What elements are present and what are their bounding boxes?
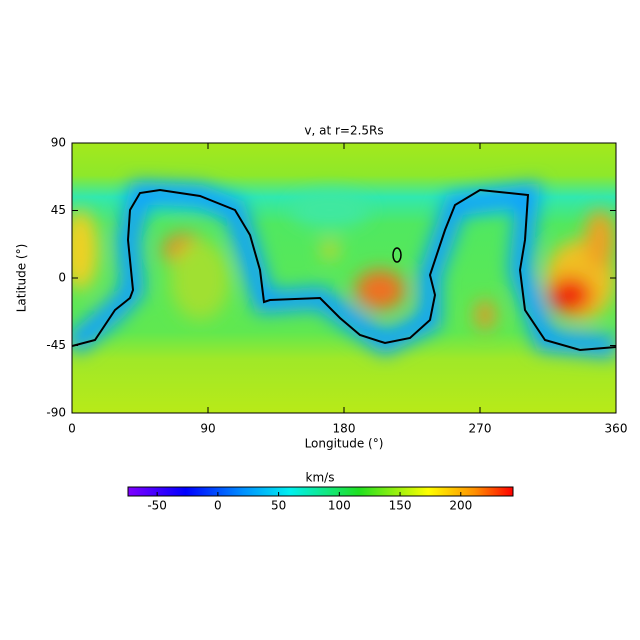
x-tick-label: 270 xyxy=(469,422,492,436)
y-tick-label: 45 xyxy=(51,203,66,217)
x-tick-label: 180 xyxy=(333,422,356,436)
x-axis-label: Longitude (°) xyxy=(305,437,384,451)
x-tick-label: 360 xyxy=(605,422,628,436)
y-tick-label: 0 xyxy=(58,271,66,285)
colorbar-tick-label: 0 xyxy=(214,499,222,513)
y-tick-label: 90 xyxy=(51,136,66,150)
y-tick-label: -45 xyxy=(46,338,66,352)
y-axis-label: Latitude (°) xyxy=(15,244,29,313)
colorbar-tick-label: 50 xyxy=(271,499,286,513)
colorbar xyxy=(127,486,514,497)
colorbar-tick-label: -50 xyxy=(147,499,167,513)
chart-title: v, at r=2.5Rs xyxy=(304,124,383,138)
colorbar-tick-label: 100 xyxy=(328,499,351,513)
colorbar-tick-label: 150 xyxy=(389,499,412,513)
colorbar-label: km/s xyxy=(306,471,335,485)
colorbar-tick-label: 200 xyxy=(449,499,472,513)
y-tick-label: -90 xyxy=(46,406,66,420)
x-tick-label: 90 xyxy=(200,422,215,436)
heatmap xyxy=(72,143,616,413)
x-tick-label: 0 xyxy=(68,422,76,436)
